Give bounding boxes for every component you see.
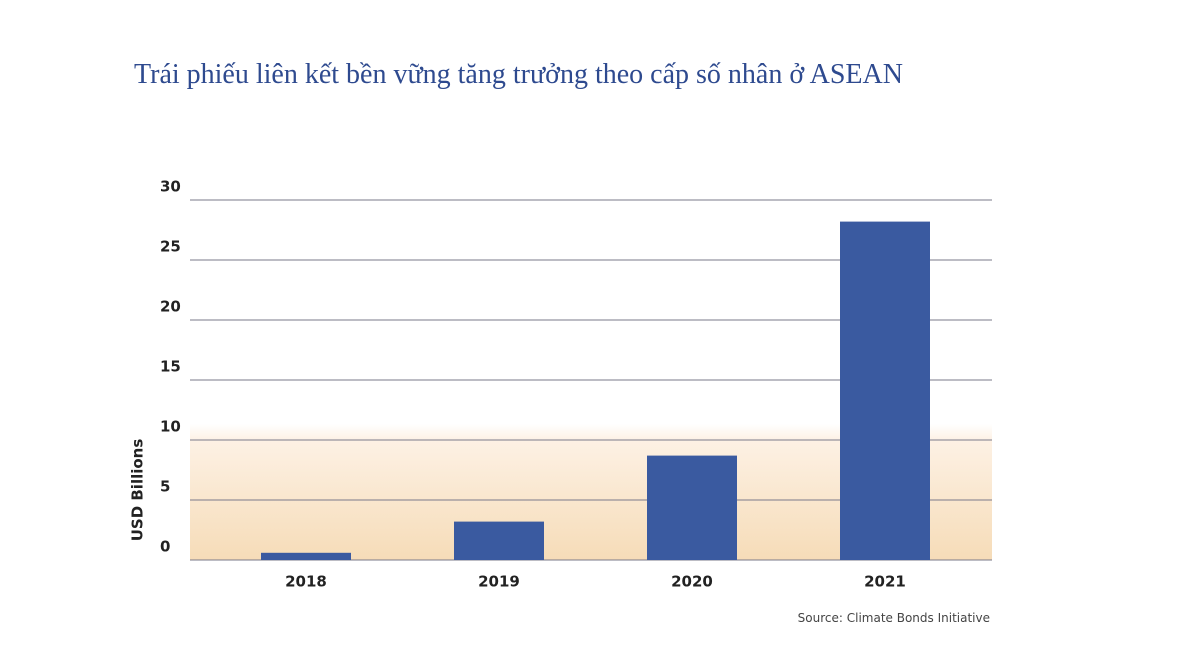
y-tick-label: 15 <box>160 358 181 376</box>
y-tick-label: 10 <box>160 418 181 436</box>
source-note: Source: Climate Bonds Initiative <box>798 611 990 625</box>
y-tick-label: 20 <box>160 298 181 316</box>
y-tick-label: 30 <box>160 178 181 196</box>
x-tick-label: 2020 <box>671 573 713 591</box>
bar <box>647 455 737 560</box>
bar <box>261 552 351 560</box>
bar <box>840 221 930 560</box>
bar <box>454 521 544 560</box>
x-tick-label: 2021 <box>864 573 906 591</box>
x-tick-label: 2019 <box>478 573 520 591</box>
y-tick-label: 0 <box>160 538 170 556</box>
chart-title: Trái phiếu liên kết bền vững tăng trưởng… <box>134 59 903 90</box>
y-tick-label: 25 <box>160 238 181 256</box>
y-axis-label: USD Billions <box>129 439 147 542</box>
y-tick-label: 5 <box>160 478 170 496</box>
x-tick-label: 2018 <box>285 573 327 591</box>
